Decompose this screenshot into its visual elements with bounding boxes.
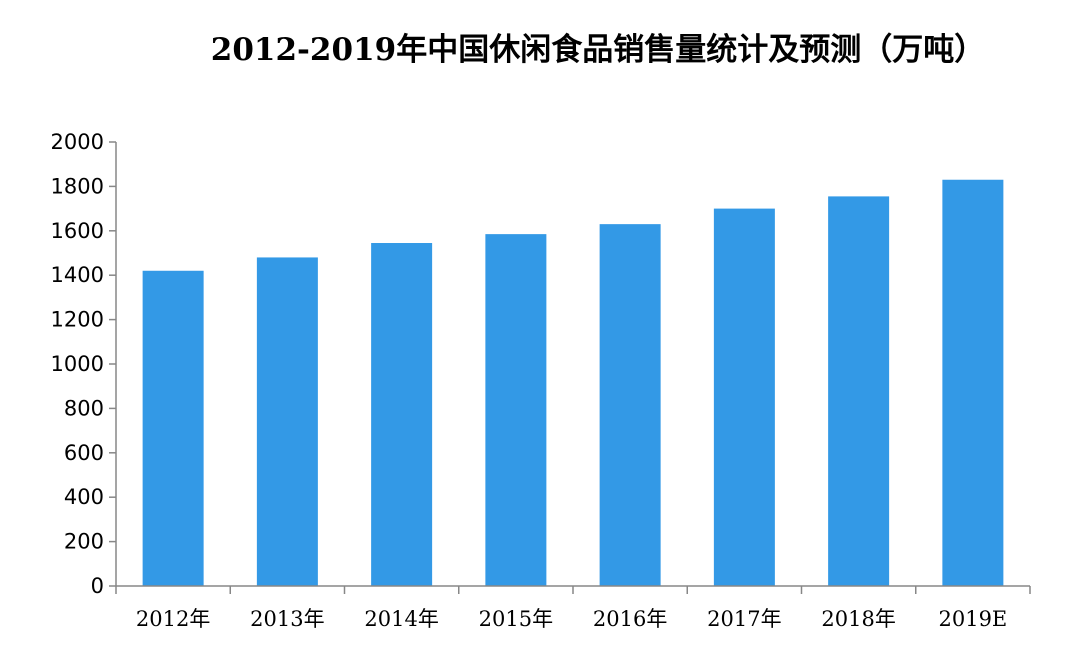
y-tick-label: 0 (91, 574, 104, 598)
x-tick-label: 2015年 (479, 607, 553, 631)
chart-title: 2012-2019年中国休闲食品销售量统计及预测（万吨） (211, 32, 985, 68)
bar (942, 179, 1004, 587)
y-axis: 0 200 400 600 800 1000 1200 1400 1600 1800 2000 (51, 130, 117, 598)
y-tick-label: 1400 (51, 263, 104, 287)
x-tick-label: 2012年 (136, 607, 210, 631)
x-tick-label: 2019E (938, 607, 1007, 631)
x-tick-label: 2018年 (821, 607, 895, 631)
y-tick-label: 200 (64, 530, 104, 554)
y-tick-label: 400 (64, 485, 104, 509)
y-tick-label: 1600 (51, 219, 104, 243)
x-tick-label: 2013年 (250, 607, 324, 631)
bar (371, 243, 433, 586)
y-tick-label: 800 (64, 396, 104, 420)
y-tick-label: 1000 (51, 352, 104, 376)
y-tick-label: 2000 (51, 130, 104, 154)
bar (142, 270, 204, 586)
x-tick-label: 2014年 (364, 607, 438, 631)
y-tick-label: 1200 (51, 308, 104, 332)
bars (142, 179, 1004, 587)
bar (485, 234, 547, 586)
y-tick-label: 600 (64, 441, 104, 465)
bar (713, 208, 775, 586)
bar (828, 196, 890, 586)
x-axis: 2012年 2013年 2014年 2015年 2016年 2017年 2018年 2019E (115, 585, 1031, 631)
x-tick-label: 2016年 (593, 607, 667, 631)
x-tick-label: 2017年 (707, 607, 781, 631)
bar (599, 224, 661, 586)
y-tick-label: 1800 (51, 174, 104, 198)
bar (256, 257, 318, 586)
